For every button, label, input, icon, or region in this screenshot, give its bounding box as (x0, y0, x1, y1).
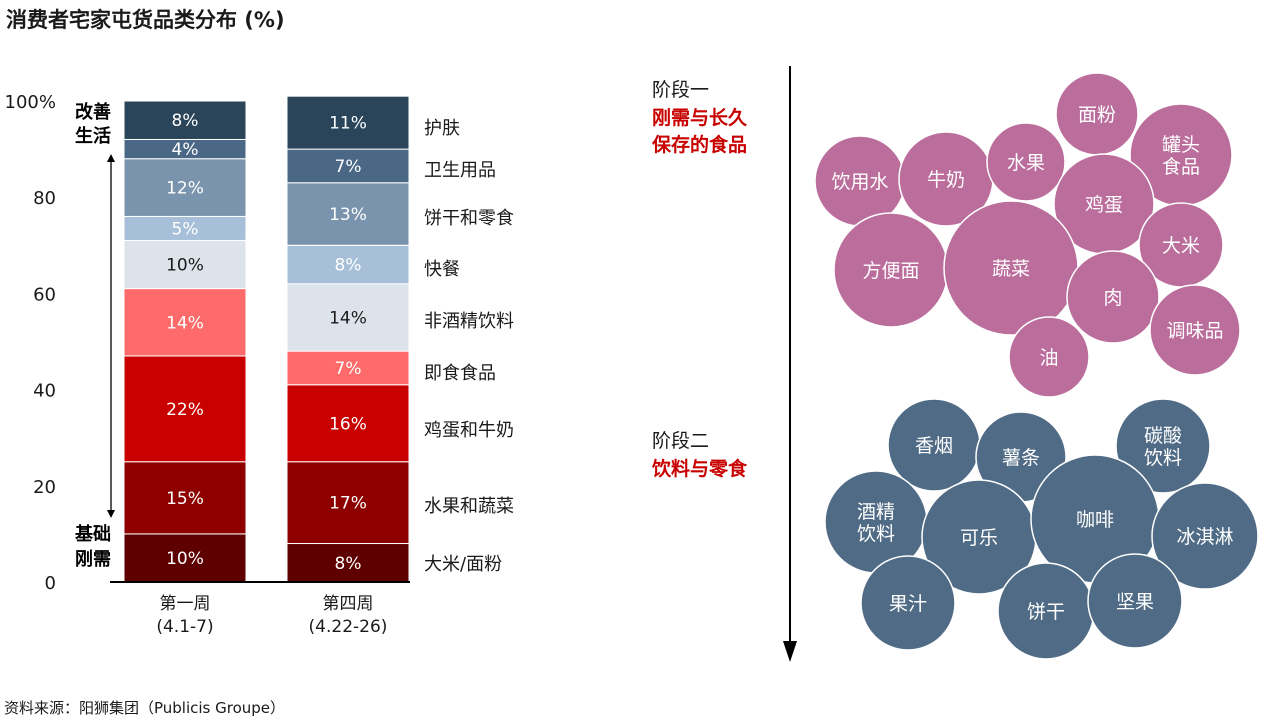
bar-segment (123, 158, 247, 217)
bar-data-label: 8% (172, 111, 199, 131)
bubble (1008, 316, 1090, 398)
x-category-label: (4.1-7) (156, 617, 213, 637)
bubble (1087, 553, 1183, 649)
y-tick-label: 80 (33, 188, 56, 209)
stage-1-subtitle: 保存的食品 (651, 133, 747, 156)
bubble-label: 罐头 (1162, 134, 1200, 156)
bubble-label: 饮用水 (831, 171, 888, 193)
bubble-label: 大米 (1162, 235, 1200, 257)
bubble-label: 肉 (1103, 287, 1122, 309)
bubble-label: 坚果 (1116, 591, 1154, 613)
bar-data-label: 22% (166, 400, 204, 420)
legend-label: 非酒精饮料 (424, 311, 514, 332)
bubble-label: 香烟 (915, 435, 953, 457)
y-tick-label: 60 (33, 284, 56, 305)
bar-data-label: 8% (335, 256, 362, 276)
bubble-label: 方便面 (862, 260, 919, 282)
bar-data-label: 14% (329, 308, 367, 328)
stage-2-subtitle: 饮料与零食 (651, 457, 748, 480)
bubble-label: 蔬菜 (992, 258, 1030, 280)
y-tick-label: 100% (5, 92, 56, 113)
bar-data-label: 11% (329, 114, 367, 134)
legend-label: 护肤 (424, 118, 460, 139)
bubble (1115, 398, 1211, 494)
bar-segment (123, 288, 247, 357)
bubble-label: 饮料 (1144, 447, 1182, 469)
stage-2-title: 阶段二 (652, 430, 709, 452)
y-tick-label: 20 (33, 477, 56, 498)
bar-data-label: 4% (172, 140, 199, 160)
bar-segment (286, 148, 410, 184)
x-category-label: 第一周 (160, 594, 211, 614)
bubble (860, 555, 956, 651)
bubble-label: 油 (1039, 347, 1058, 369)
legend-label: 卫生用品 (424, 160, 496, 181)
annotation-bottom-label: 基础 (74, 523, 111, 545)
bubble-label: 薯条 (1002, 447, 1040, 469)
bar-data-label: 15% (166, 489, 204, 509)
bar-data-label: 5% (172, 219, 199, 239)
bar-segment (286, 244, 410, 285)
annotation-top-label: 改善 (75, 101, 111, 123)
bar-data-label: 17% (329, 494, 367, 514)
bar-segment (286, 95, 410, 150)
legend-label: 大米/面粉 (424, 554, 502, 575)
stacked-bar-chart: 0 20 40 60 80 100% 10% 15% 22% 14% 10% 5% 12% 4% 8% 第一周… (5, 92, 514, 637)
annotation-bottom-label: 刚需 (75, 549, 111, 570)
bubble-chart: 饮用水 牛奶水果面粉罐头食品鸡蛋大米方便面 蔬菜肉调味品油香烟薯条碳酸饮料酒精饮料可… (651, 66, 1259, 662)
bar-data-label: 16% (329, 414, 367, 434)
bar-segment (286, 461, 410, 545)
y-tick-label: 40 (33, 381, 56, 402)
bubble-label: 可乐 (960, 527, 998, 549)
bubble-label: 饼干 (1027, 601, 1065, 623)
bar-data-label: 13% (329, 205, 367, 225)
bubble-label: 酒精 (857, 501, 895, 523)
bar-data-label: 8% (335, 554, 362, 574)
bubble-label: 水果 (1007, 152, 1045, 174)
bar-data-label: 10% (166, 549, 204, 569)
bar-segment (286, 182, 410, 246)
bar-segment (286, 283, 410, 352)
chart-title: 消费者宅家屯货品类分布 (%) (6, 8, 285, 32)
bar-data-label: 7% (335, 359, 362, 379)
bubble-label: 面粉 (1078, 104, 1116, 126)
x-category-label: (4.22-26) (309, 617, 388, 637)
legend-label: 饼干和零食 (424, 208, 514, 229)
bar-segment (123, 239, 247, 290)
stage-1-title: 阶段一 (652, 79, 709, 101)
bar-data-label: 12% (166, 179, 204, 199)
bubble-label: 冰淇淋 (1176, 526, 1233, 548)
legend-label: 鸡蛋和牛奶 (424, 420, 514, 441)
source-note: 资料来源：阳狮集团（Publicis Groupe） (4, 699, 286, 717)
bubble-label: 咖啡 (1076, 509, 1114, 531)
bubble-label: 食品 (1162, 156, 1200, 178)
y-tick-label: 0 (45, 573, 56, 594)
annotation-top-label: 生活 (75, 125, 111, 147)
bar-segment (123, 533, 247, 583)
bubble (1066, 250, 1160, 344)
stage-1-subtitle: 刚需与长久 (652, 106, 748, 129)
bar-segment (123, 355, 247, 463)
bubble (1151, 482, 1259, 590)
bar-data-label: 14% (166, 313, 204, 333)
bubble-label: 调味品 (1166, 320, 1223, 342)
bar-data-label: 10% (166, 256, 204, 276)
bar-segment (123, 215, 247, 241)
bubble-label: 碳酸 (1144, 425, 1182, 447)
x-category-label: 第四周 (323, 594, 374, 614)
bubble (1149, 284, 1241, 376)
timeline-arrowhead (783, 641, 797, 662)
bar-segment (123, 100, 247, 140)
bubble-label: 牛奶 (927, 169, 965, 191)
legend-label: 即食食品 (424, 363, 496, 384)
bubble-label: 鸡蛋 (1085, 194, 1123, 216)
legend-label: 快餐 (424, 259, 460, 280)
bar-data-label: 7% (335, 157, 362, 177)
bubble-label: 果汁 (889, 593, 927, 615)
bar-segment (286, 384, 410, 463)
bubble (986, 122, 1066, 202)
legend-label: 水果和蔬菜 (424, 496, 514, 517)
bubble-label: 饮料 (857, 523, 895, 545)
